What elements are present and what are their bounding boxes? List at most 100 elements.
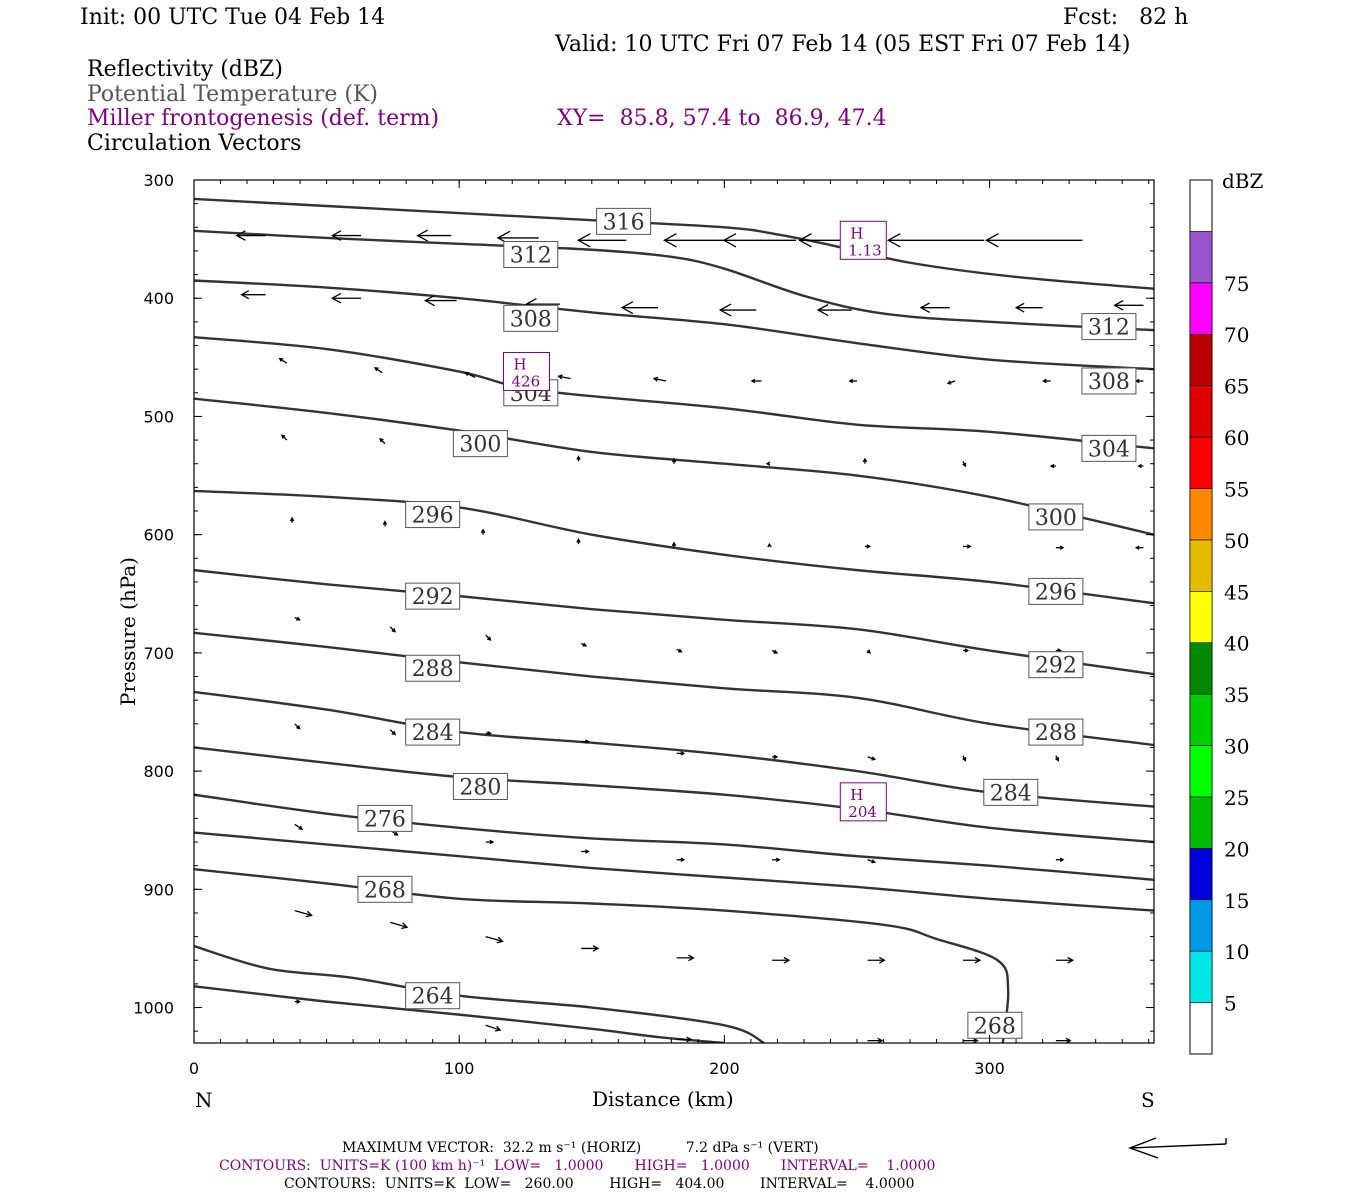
circulation-vector — [985, 233, 1083, 248]
colorbar-swatch — [1189, 539, 1213, 592]
circulation-vector — [772, 857, 781, 862]
circulation-vector — [240, 290, 266, 300]
colorbar-swatch — [1189, 231, 1213, 284]
contour-label: 316 — [596, 207, 652, 235]
circulation-vector — [722, 233, 796, 248]
circulation-vector — [718, 303, 757, 317]
svg-text:H: H — [513, 356, 526, 374]
contour-label: 300 — [1028, 503, 1084, 531]
circulation-vector — [772, 956, 791, 964]
svg-text:268: 268 — [364, 878, 406, 903]
circulation-vector — [390, 921, 409, 930]
y-tick-label: 600 — [143, 526, 174, 545]
cross-section-coords: XY= 85.8, 57.4 to 86.9, 47.4 — [557, 106, 887, 131]
circulation-vector — [676, 954, 695, 962]
reference-vector-arrow — [1127, 1137, 1227, 1159]
circulation-vector — [1014, 302, 1043, 313]
x-tick-label: 200 — [709, 1059, 740, 1078]
circulation-vector — [1134, 378, 1144, 384]
svg-text:280: 280 — [459, 775, 501, 800]
circulation-vector — [652, 376, 667, 382]
colorbar-tick-label: 65 — [1224, 375, 1249, 399]
circulation-vector — [1055, 956, 1075, 964]
circulation-vector — [848, 378, 857, 384]
svg-text:284: 284 — [990, 781, 1032, 806]
circulation-vector — [389, 626, 396, 633]
circulation-vector — [389, 729, 396, 736]
colorbar: 5 10 15 20 25 30 35 40 45 50 55 60 65 70 75 dBZ — [1189, 169, 1264, 1055]
circulation-vector — [663, 233, 725, 248]
theta-contour-308 — [194, 279, 1154, 371]
valid-time: Valid: 10 UTC Fri 07 Feb 14 (05 EST Fri … — [555, 32, 1131, 57]
axes: 300 400 500 600 700 800 900 1000 0 100 200 300 — [133, 171, 1154, 1078]
svg-text:300: 300 — [1035, 506, 1077, 531]
svg-text:288: 288 — [1035, 721, 1077, 746]
circulation-vector — [1042, 378, 1051, 384]
colorbar-tick-label: 40 — [1224, 632, 1249, 656]
svg-text:276: 276 — [364, 807, 406, 832]
svg-text:312: 312 — [510, 243, 552, 268]
svg-text:288: 288 — [412, 657, 454, 682]
y-tick-label: 300 — [143, 171, 174, 190]
colorbar-tick-label: 20 — [1224, 837, 1249, 861]
circulation-vector — [919, 302, 950, 313]
circulation-vector — [772, 754, 779, 760]
circulation-vector — [294, 616, 301, 621]
circulation-vector — [864, 544, 872, 549]
svg-text:292: 292 — [1035, 654, 1077, 679]
circulation-vector — [576, 537, 581, 545]
forecast-hour: Fcst: 82 h — [1063, 5, 1189, 30]
contour-label: 312 — [1081, 313, 1137, 341]
circulation-vector — [485, 634, 492, 641]
contour-label: 280 — [452, 772, 508, 800]
colorbar-tick-label: 5 — [1224, 992, 1237, 1016]
colorbar-swatch — [1189, 950, 1213, 1003]
colorbar-tick-label: 35 — [1224, 683, 1249, 707]
colorbar-swatch — [1189, 745, 1213, 798]
circulation-vector — [867, 756, 877, 761]
circulation-vector — [278, 357, 288, 364]
svg-text:268: 268 — [974, 1014, 1016, 1039]
circulation-vector — [963, 648, 970, 653]
circulation-vector — [862, 457, 868, 464]
svg-text:426: 426 — [511, 373, 540, 391]
theta-contour-276 — [194, 793, 1154, 882]
colorbar-swatch — [1189, 642, 1213, 695]
colorbar-swatch — [1189, 436, 1213, 489]
circulation-vector — [235, 230, 266, 241]
svg-text:300: 300 — [459, 433, 501, 458]
colorbar-title: dBZ — [1222, 169, 1264, 193]
theta-contour-288 — [194, 631, 1154, 747]
colorbar-swatch — [1189, 848, 1213, 901]
circulation-vector — [289, 516, 295, 523]
circulation-vector — [1055, 545, 1065, 550]
y-tick-label: 400 — [143, 289, 174, 308]
circulation-vector — [962, 461, 967, 468]
y-axis-title: Pressure (hPa) — [116, 557, 140, 706]
colorbar-tick-label: 60 — [1224, 426, 1249, 450]
circulation-vector — [576, 233, 627, 248]
svg-text:312: 312 — [1088, 316, 1130, 341]
colorbar-swatch — [1189, 488, 1213, 541]
theta-contours — [194, 197, 1154, 1043]
circulation-vector — [676, 751, 686, 756]
plot-frame — [193, 179, 1155, 1044]
theta-contour-304 — [194, 336, 1154, 450]
field-potential-temperature: Potential Temperature (K) — [87, 82, 378, 107]
circulation-vector — [423, 294, 457, 307]
x-end-label-south: S — [1141, 1088, 1155, 1112]
svg-text:296: 296 — [412, 504, 454, 529]
circulation-vectors — [235, 229, 1144, 1043]
contour-label: 292 — [1028, 651, 1084, 679]
circulation-vector — [382, 520, 388, 527]
circulation-vector — [330, 230, 362, 241]
theta-contour-264 — [194, 944, 765, 1043]
footer-max-vector: MAXIMUM VECTOR: 32.2 m s⁻¹ (HORIZ) 7.2 d… — [342, 1140, 819, 1156]
circulation-vector — [750, 378, 762, 384]
svg-text:H: H — [850, 786, 863, 804]
circulation-vector — [867, 956, 886, 964]
circulation-vector — [963, 956, 982, 964]
